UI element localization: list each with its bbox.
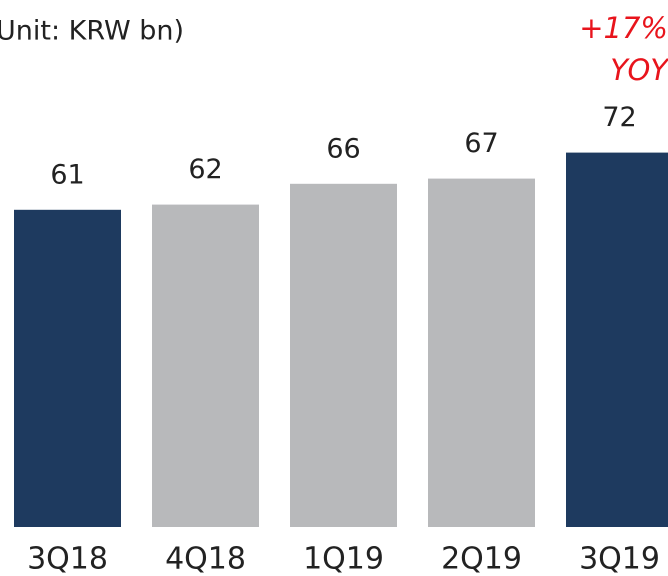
x-tick-label: 3Q18 (27, 542, 108, 576)
bar (152, 204, 259, 527)
value-label: 61 (50, 159, 84, 190)
bar (14, 209, 121, 528)
bar (428, 178, 535, 527)
annotation: +17% (579, 11, 668, 45)
annotation: YOY (610, 53, 668, 87)
x-tick-label: 1Q19 (303, 542, 384, 576)
bar (566, 152, 668, 527)
value-label: 62 (188, 154, 222, 185)
x-tick-label: 3Q19 (579, 542, 660, 576)
bar (290, 183, 397, 528)
value-label: 67 (464, 128, 498, 159)
value-label: 72 (602, 102, 636, 133)
value-label: 66 (326, 133, 360, 164)
x-tick-label: 2Q19 (441, 542, 522, 576)
unit-label: Unit: KRW bn) (0, 16, 184, 47)
x-tick-label: 4Q18 (165, 542, 246, 576)
